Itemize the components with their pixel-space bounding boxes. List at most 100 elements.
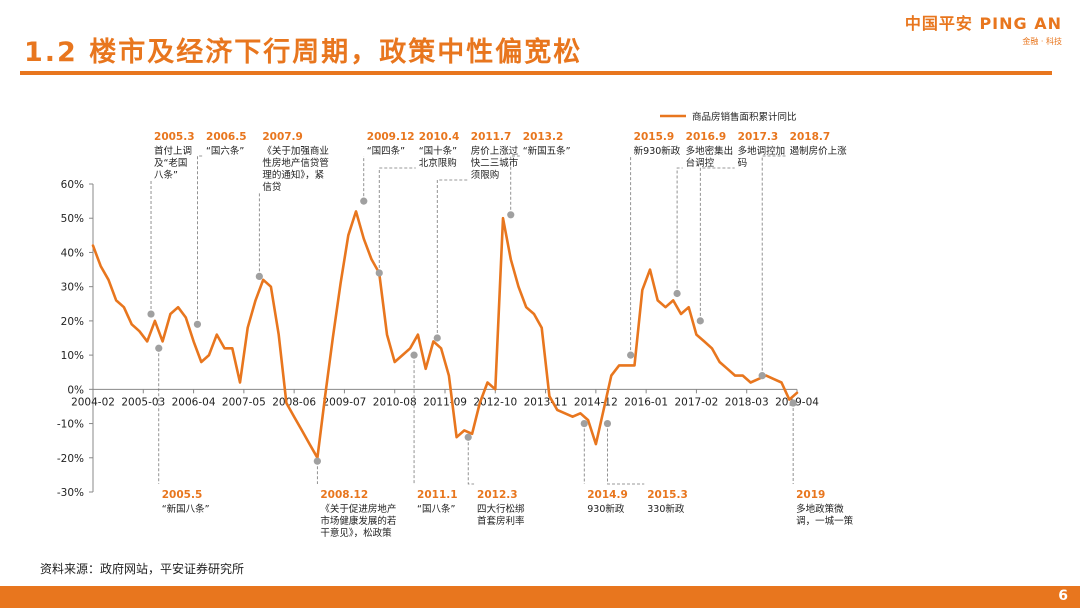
logo-wordmark: 中国平安 PING AN (904, 14, 1062, 33)
x-tick-label: 2014-12 (574, 396, 618, 408)
annotation-date: 2018.7 (790, 131, 831, 143)
x-tick-label: 2016-01 (624, 396, 668, 408)
annotation-text: 房价上涨过 (471, 145, 519, 157)
annotation-text: 台调控 (686, 157, 715, 169)
annotation-date: 2016.9 (686, 131, 727, 143)
x-tick-label: 2009-07 (322, 396, 366, 408)
annotation-marker (147, 310, 155, 318)
x-tick-label: 2004-02 (71, 396, 115, 408)
annotation-text: 多地调控加 (738, 145, 786, 157)
sales-area-yoy-chart: 60% 50% 40% 30% 20% 10% 0% -10% -20% -30% 2004-02 2… (57, 111, 854, 539)
annotation-date: 2015.9 (634, 131, 675, 143)
annotation-marker (313, 457, 321, 465)
logo-tagline: 金融 · 科技 (1022, 37, 1062, 46)
annotation-text: 首套房利率 (477, 515, 525, 527)
annotation-text: “国十条” (419, 145, 457, 157)
annotation-marker (155, 344, 163, 352)
annotation-date: 2017.3 (738, 131, 779, 143)
footer-bar: 6 (0, 586, 1080, 608)
y-tick-label: 0% (67, 384, 84, 396)
annotation-text: 四大行松绑 (477, 503, 525, 515)
legend-label: 商品房销售面积累计同比 (692, 111, 797, 123)
annotation-date: 2019 (796, 489, 825, 501)
x-tick-label: 2006-04 (172, 396, 216, 408)
annotation-text: 干意见》，松政策 (320, 527, 392, 539)
logo: 中国平安 PING AN 金融 · 科技 (905, 10, 1062, 47)
chart-legend: 商品房销售面积累计同比 (660, 111, 797, 123)
annotation-date: 2006.5 (206, 131, 247, 143)
annotation-date: 2011.7 (471, 131, 512, 143)
x-tick-label: 2013-11 (524, 396, 568, 408)
x-tick-label: 2018-03 (725, 396, 769, 408)
annotation-marker (410, 351, 418, 359)
annotation-date: 2015.3 (647, 489, 688, 501)
y-tick-label: -20% (57, 453, 84, 465)
x-tick-label: 2012-10 (473, 396, 517, 408)
annotation-text: “新国五条” (523, 145, 571, 157)
annotation-leader (436, 179, 468, 338)
annotation-date: 2011.1 (417, 489, 458, 501)
annotation-text: 码 (738, 158, 748, 169)
annotation-text: 理的通知》，紧 (262, 169, 324, 181)
annotation-text: 性房地产信贷管 (262, 157, 329, 169)
annotation-text: 八条” (154, 169, 178, 181)
series-line (91, 210, 799, 460)
page-number: 6 (1058, 588, 1068, 604)
x-tick-label: 2010-08 (373, 396, 417, 408)
annotation-text: 930新政 (587, 503, 625, 515)
annotation-text: 信贷 (262, 181, 281, 193)
annotation-date: 2013.2 (523, 131, 564, 143)
page-title: 1.2 楼市及经济下行周期，政策中性偏宽松 (24, 37, 583, 68)
annotation-text: 新930新政 (634, 145, 681, 157)
annotation-text: 及“老国 (154, 157, 187, 169)
annotation-date: 2009.12 (367, 131, 415, 143)
annotation-leader (676, 167, 683, 294)
x-tick-label: 2008-06 (272, 396, 316, 408)
x-tick-label: 2011-09 (423, 396, 467, 408)
title-divider (20, 71, 1052, 75)
annotation-marker (627, 351, 635, 359)
y-tick-label: -30% (57, 487, 84, 499)
annotation-text: 北京限购 (419, 157, 457, 169)
annotation-text: 市场健康发展的若 (320, 515, 396, 527)
annotation-date: 2010.4 (419, 131, 460, 143)
annotation-text: 须限购 (471, 169, 500, 181)
x-tick-label: 2007-05 (222, 396, 266, 408)
y-tick-label: 10% (61, 350, 84, 362)
annotation-marker (696, 317, 704, 325)
annotation-leader (467, 437, 475, 485)
annotation-date: 2007.9 (262, 131, 303, 143)
annotation-text: “国六条” (206, 145, 244, 157)
annotation-date: 2005.5 (162, 489, 203, 501)
x-tick-label: 2017-02 (674, 396, 718, 408)
annotation-text: 调，一城一策 (796, 515, 854, 527)
annotation-leader (378, 167, 416, 273)
annotation-text: “国四条” (367, 145, 405, 157)
annotation-text: 首付上调 (154, 145, 192, 157)
annotation-text: “国八条” (417, 503, 455, 515)
annotation-markers (147, 197, 797, 465)
annotation-leader (761, 155, 787, 376)
annotation-marker (255, 272, 263, 280)
annotation-leader (699, 167, 735, 321)
annotation-date: 2012.3 (477, 489, 518, 501)
annotation-marker (603, 419, 612, 428)
annotation-leader (197, 155, 204, 325)
annotation-marker (789, 399, 797, 407)
annotation-marker (193, 320, 202, 328)
chart-series (91, 210, 799, 460)
source-note: 资料来源：政府网站，平安证券研究所 (40, 562, 245, 576)
annotation-marker (464, 433, 472, 441)
annotation-date: 2008.12 (320, 489, 368, 501)
chart-axes: 60% 50% 40% 30% 20% 10% 0% -10% -20% -30% 2004-02 2… (57, 179, 819, 499)
annotation-text: 《关于促进房地产 (320, 503, 396, 515)
annotation-marker (433, 334, 441, 342)
annotation-leaders (150, 155, 794, 485)
y-tick-label: 50% (61, 213, 84, 225)
y-tick-label: 20% (61, 316, 84, 328)
annotation-marker (758, 372, 766, 380)
annotation-text: 330新政 (647, 503, 685, 515)
annotation-date: 2014.9 (587, 489, 628, 501)
x-tick-label: 2019-04 (775, 396, 819, 408)
